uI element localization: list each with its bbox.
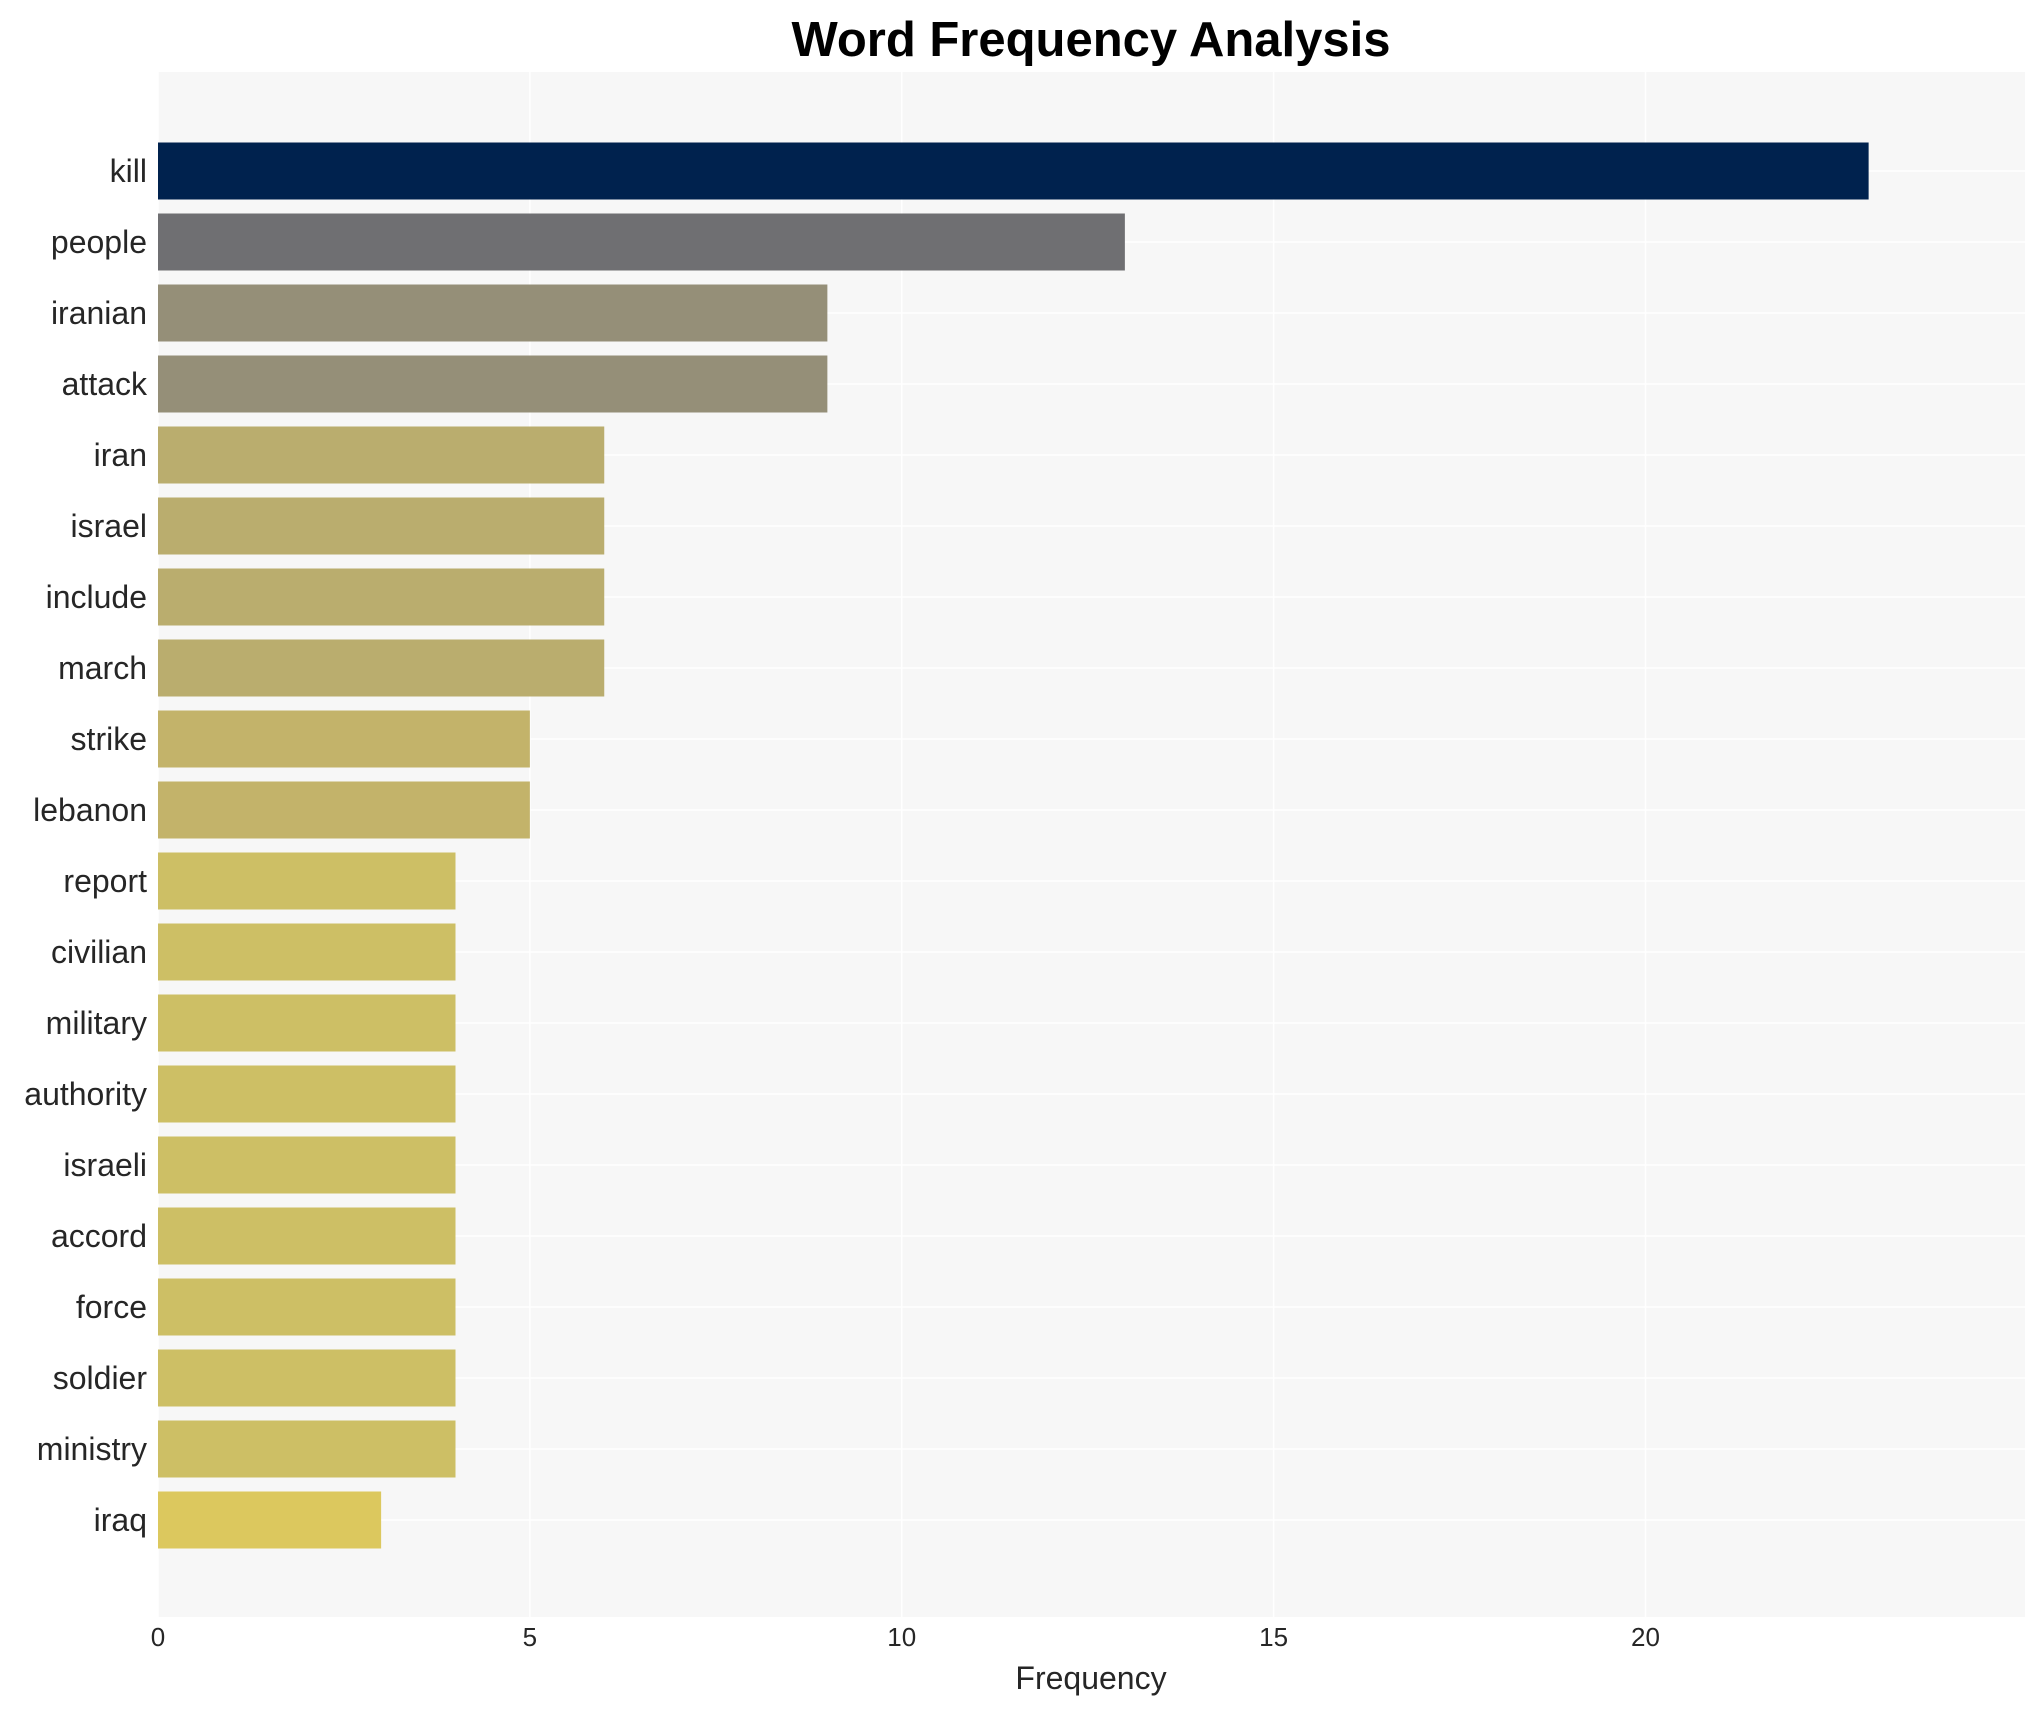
category-label-lebanon: lebanon — [33, 792, 147, 828]
category-label-iranian: iranian — [51, 295, 147, 331]
x-tick-label: 15 — [1259, 1622, 1288, 1652]
category-label-strike: strike — [71, 721, 147, 757]
category-label-soldier: soldier — [53, 1360, 148, 1396]
x-tick-label: 5 — [523, 1622, 537, 1652]
x-tick-label: 10 — [887, 1622, 916, 1652]
category-label-authority: authority — [24, 1076, 147, 1112]
bar-report — [158, 852, 456, 910]
category-label-march: march — [58, 650, 147, 686]
category-label-accord: accord — [51, 1218, 147, 1254]
category-label-iraq: iraq — [94, 1502, 147, 1538]
bar-soldier — [158, 1349, 456, 1407]
bar-strike — [158, 710, 530, 768]
x-tick-labels: 0 5 10 15 20 — [151, 1622, 1660, 1652]
category-label-force: force — [76, 1289, 147, 1325]
category-label-people: people — [51, 224, 147, 260]
category-label-attack: attack — [62, 366, 148, 402]
bar-people — [158, 213, 1125, 271]
x-axis-title: Frequency — [1015, 1660, 1166, 1696]
category-label-israel: israel — [71, 508, 147, 544]
bar-include — [158, 568, 605, 626]
category-label-military: military — [46, 1005, 147, 1041]
bar-military — [158, 994, 456, 1052]
bar-israel — [158, 497, 605, 555]
category-label-civilian: civilian — [51, 934, 147, 970]
bar-iraq — [158, 1491, 382, 1549]
bar-authority — [158, 1065, 456, 1123]
bar-accord — [158, 1207, 456, 1265]
bar-civilian — [158, 923, 456, 981]
x-tick-label: 20 — [1631, 1622, 1660, 1652]
bar-force — [158, 1278, 456, 1336]
category-label-include: include — [46, 579, 147, 615]
category-label-kill: kill — [110, 153, 147, 189]
category-labels: kill people iranian attack iran israel include… — [24, 153, 148, 1538]
chart-title: Word Frequency Analysis — [791, 13, 1390, 67]
bar-iran — [158, 426, 605, 484]
category-label-israeli: israeli — [63, 1147, 147, 1183]
category-label-report: report — [63, 863, 147, 899]
bar-lebanon — [158, 781, 530, 839]
bars — [158, 142, 1869, 1549]
x-tick-label: 0 — [151, 1622, 165, 1652]
bar-kill — [158, 142, 1869, 200]
bar-iranian — [158, 284, 828, 342]
bar-march — [158, 639, 605, 697]
bar-attack — [158, 355, 828, 413]
category-label-ministry: ministry — [37, 1431, 147, 1467]
category-label-iran: iran — [94, 437, 147, 473]
bar-israeli — [158, 1136, 456, 1194]
bar-ministry — [158, 1420, 456, 1478]
